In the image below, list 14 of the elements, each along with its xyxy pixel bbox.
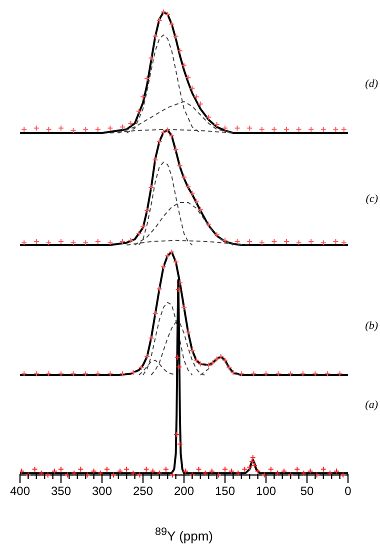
x-tick-label: 100 — [256, 484, 276, 498]
x-tick-label: 350 — [50, 484, 72, 498]
x-tick-label: 250 — [132, 484, 154, 498]
x-tick-label: 50 — [300, 484, 314, 498]
x-tick-label: 150 — [214, 484, 236, 498]
x-tick-label: 200 — [174, 484, 194, 498]
text: (b) — [365, 320, 378, 332]
x-tick-label: 400 — [10, 484, 30, 498]
x-tick-label: 300 — [92, 484, 112, 498]
text: (a) — [365, 398, 378, 411]
text: (d) — [365, 78, 378, 90]
x-tick-label: 0 — [344, 484, 352, 498]
x-axis-title: $^{89}$Y (ppm) — [154, 526, 214, 543]
text: (c) — [366, 193, 378, 206]
